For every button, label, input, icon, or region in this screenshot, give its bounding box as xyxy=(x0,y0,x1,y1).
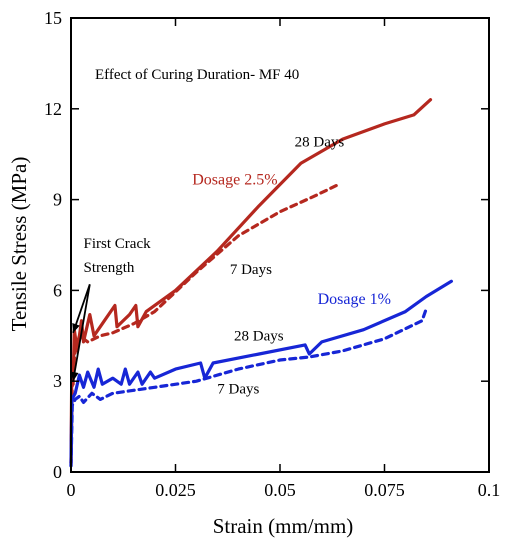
y-tick-label: 3 xyxy=(53,371,62,391)
x-tick-label: 0.05 xyxy=(264,480,296,500)
first-crack-arrowhead xyxy=(72,322,80,333)
ticks-layer: 0 0.025 0.05 0.075 0.1 0 3 6 9 12 15 xyxy=(44,8,500,500)
annotation-red-28: 28 Days xyxy=(295,135,345,151)
series-line-dosage-2-5-28-days xyxy=(69,98,433,465)
arrow-layer xyxy=(70,284,91,382)
y-axis-label: Tensile Stress (MPa) xyxy=(7,157,31,332)
annotation-dosage-25: Dosage 2.5% xyxy=(192,171,277,188)
annotation-blue-28: 28 Days xyxy=(234,328,284,344)
annotation-first-crack-2: Strength xyxy=(84,260,135,276)
x-tick-label: 0 xyxy=(67,480,76,500)
x-tick-label: 0.075 xyxy=(364,480,405,500)
y-tick-label: 9 xyxy=(53,190,62,210)
y-tick-label: 12 xyxy=(44,99,62,119)
annotation-blue-7: 7 Days xyxy=(217,381,259,397)
annotation-layer: First Crack Strength 28 Days 7 Days Dosage 2… xyxy=(84,135,391,398)
series-line-dosage-2-5-7-days xyxy=(69,182,341,465)
series-line-dosage-1-28-days xyxy=(69,279,453,468)
annotation-dosage-1: Dosage 1% xyxy=(318,291,391,308)
y-tick-label: 0 xyxy=(53,462,62,482)
first-crack-arrowhead xyxy=(70,371,79,382)
first-crack-arrow xyxy=(72,284,91,382)
x-axis-label: Strain (mm/mm) xyxy=(213,514,354,538)
x-tick-label: 0.025 xyxy=(155,480,196,500)
y-tick-label: 6 xyxy=(53,280,62,300)
y-tick-label: 15 xyxy=(44,8,62,28)
series-line-dosage-1-7-days xyxy=(69,307,428,468)
annotation-red-7: 7 Days xyxy=(230,262,272,278)
chart-title: Effect of Curing Duration- MF 40 xyxy=(95,67,299,83)
x-tick-label: 0.1 xyxy=(478,480,501,500)
annotation-first-crack-1: First Crack xyxy=(84,236,152,252)
series-layer xyxy=(69,98,453,468)
